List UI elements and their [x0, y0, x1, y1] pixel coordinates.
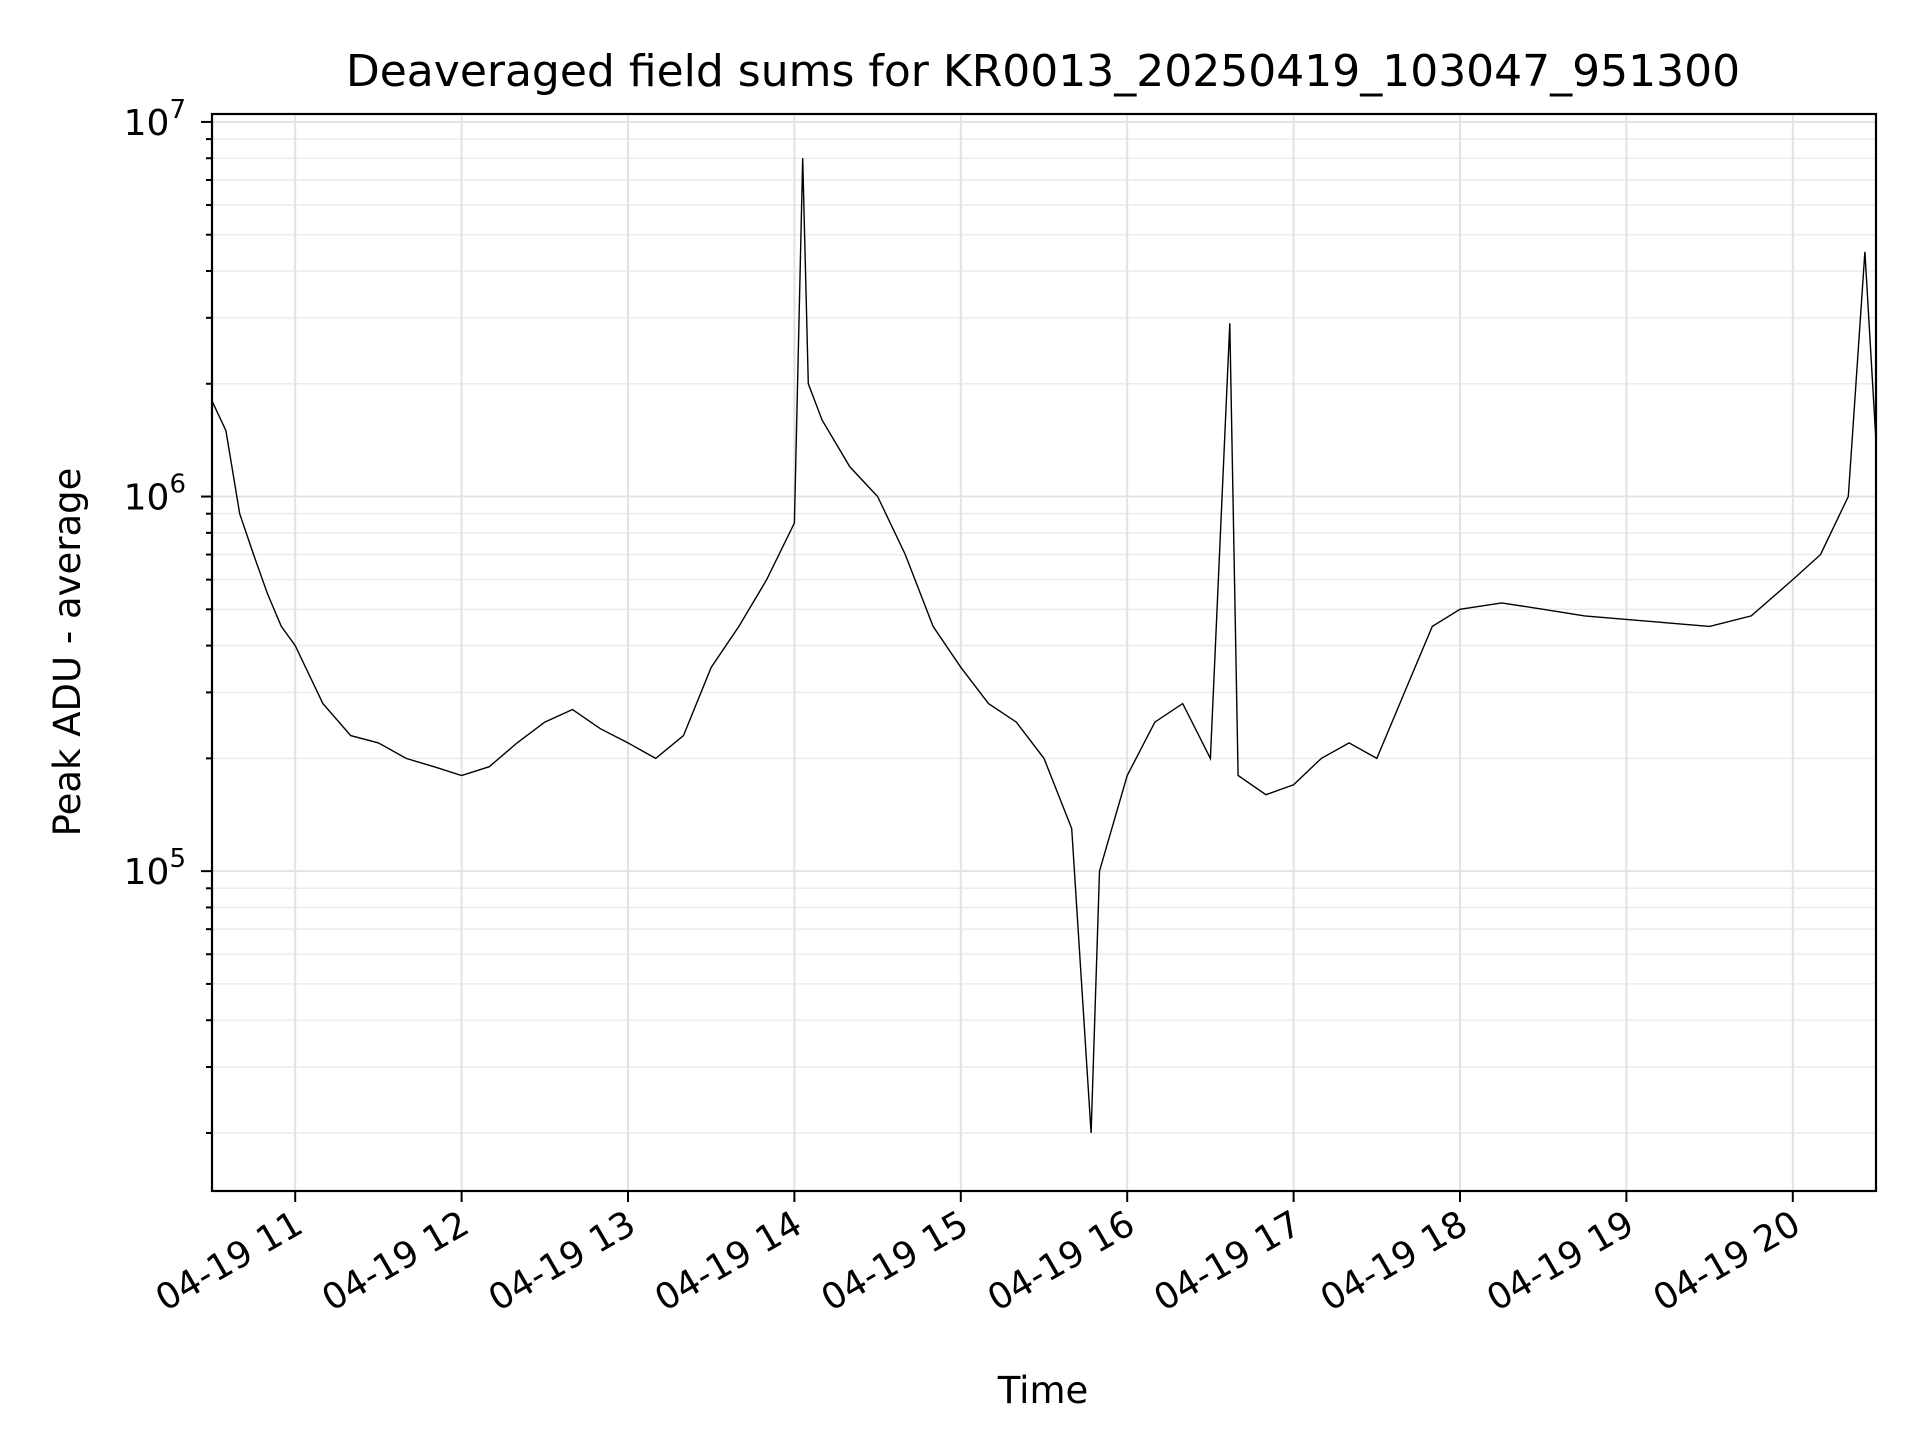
- y-tick-label: 105: [124, 844, 186, 893]
- series-line: [211, 158, 1877, 1134]
- y-tick-label: 107: [124, 95, 186, 144]
- plot-frame: [210, 112, 1878, 1193]
- x-axis-label: Time: [997, 1369, 1089, 1412]
- y-tick-label: 106: [124, 470, 186, 519]
- chart-title: Deaveraged field sums for KR0013_2025041…: [346, 46, 1740, 97]
- y-axis: 105 106 107: [124, 95, 212, 1134]
- y-axis-label: Peak ADU - average: [46, 468, 89, 837]
- grid: [212, 114, 1876, 1191]
